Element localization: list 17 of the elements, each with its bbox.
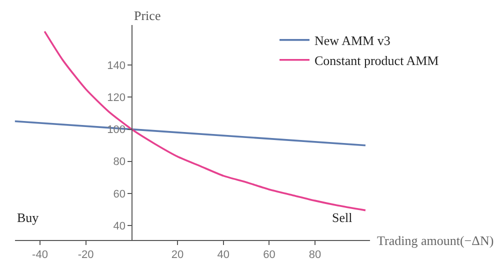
x-axis-title: Trading amount(−ΔN) [377,233,494,248]
annotation: Sell [332,210,353,225]
x-tick-label: 40 [217,249,230,262]
x-tick-label: 60 [263,249,276,262]
x-tick-label: 20 [171,249,184,262]
legend-label: New AMM v3 [314,33,390,48]
annotation: Buy [17,210,40,225]
y-tick-label: 80 [113,156,126,168]
y-tick-label: 40 [113,220,126,232]
y-tick-label: 140 [107,60,126,72]
x-tick-label: -40 [32,249,48,262]
legend-label: Constant product AMM [314,52,440,68]
y-tick-label: 120 [107,92,126,104]
x-tick-label: 80 [308,249,322,262]
y-tick-label: 60 [113,188,126,200]
y-axis-title: Price [134,8,161,23]
x-tick-label: -20 [78,249,94,262]
